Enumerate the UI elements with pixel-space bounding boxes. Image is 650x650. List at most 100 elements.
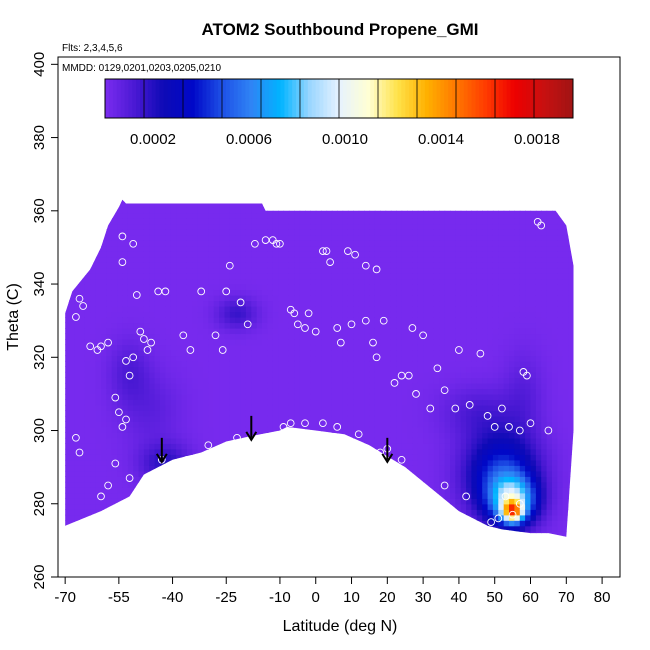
heatmap-cell — [315, 399, 322, 406]
heatmap-cell — [90, 542, 96, 548]
heatmap-cell — [186, 322, 193, 329]
heatmap-cell — [235, 542, 241, 548]
heatmap-cell — [74, 185, 80, 191]
heatmap-cell — [74, 388, 81, 395]
heatmap-cell — [245, 201, 252, 208]
heatmap-cell — [450, 377, 456, 384]
heatmap-cell — [79, 300, 86, 307]
heatmap-cell — [305, 470, 311, 477]
heatmap-cell — [305, 256, 311, 263]
heatmap-cell — [181, 317, 188, 324]
heatmap-cell — [138, 432, 145, 439]
heatmap-cell — [165, 542, 171, 548]
heatmap-cell — [337, 388, 344, 395]
heatmap-cell — [331, 333, 338, 340]
heatmap-cell — [423, 520, 430, 527]
heatmap-cell — [439, 245, 446, 252]
heatmap-cell — [321, 350, 328, 357]
heatmap-cell — [412, 355, 419, 362]
heatmap-cell — [305, 295, 311, 302]
heatmap-cell — [369, 393, 376, 400]
heatmap-cell — [337, 234, 344, 241]
heatmap-cell — [165, 229, 172, 236]
heatmap-cell — [342, 399, 349, 406]
heatmap-cell — [278, 355, 285, 362]
heatmap-cell — [90, 212, 97, 219]
heatmap-cell — [439, 481, 446, 488]
heatmap-cell — [235, 382, 242, 389]
heatmap-cell — [315, 476, 322, 483]
heatmap-cell — [315, 498, 322, 505]
heatmap-cell — [359, 191, 365, 197]
heatmap-cell — [127, 256, 134, 263]
heatmap-cell — [149, 212, 156, 219]
heatmap-cell — [272, 520, 279, 527]
heatmap-cell — [213, 262, 220, 269]
heatmap-cell — [369, 350, 376, 357]
heatmap-cell — [460, 388, 467, 395]
heatmap-cell — [68, 273, 75, 280]
heatmap-cell — [283, 229, 290, 236]
heatmap-cell — [262, 333, 268, 340]
heatmap-cell — [240, 382, 247, 389]
heatmap-cell — [186, 487, 193, 494]
heatmap-cell — [450, 300, 456, 307]
heatmap-cell — [240, 240, 247, 247]
heatmap-cell — [122, 520, 129, 527]
heatmap-cell — [251, 306, 258, 313]
heatmap-cell — [310, 421, 317, 428]
heatmap-cell — [272, 344, 279, 351]
heatmap-cell — [374, 366, 381, 373]
heatmap-cell — [460, 360, 467, 367]
heatmap-cell — [149, 311, 156, 318]
heatmap-cell — [412, 525, 419, 532]
heatmap-cell — [337, 256, 344, 263]
heatmap-cell — [95, 289, 102, 296]
heatmap-cell — [267, 267, 274, 274]
heatmap-cell — [84, 306, 91, 313]
heatmap-cell — [364, 245, 371, 252]
heatmap-cell — [101, 234, 107, 241]
heatmap-cell — [444, 207, 451, 214]
heatmap-cell — [364, 470, 371, 477]
heatmap-cell — [245, 404, 252, 411]
heatmap-cell — [117, 240, 124, 247]
heatmap-cell — [315, 481, 322, 488]
heatmap-cell — [364, 223, 371, 230]
heatmap-cell — [208, 295, 215, 302]
heatmap-cell — [235, 366, 242, 373]
heatmap-cell — [455, 399, 462, 406]
heatmap-cell — [111, 207, 118, 214]
heatmap-cell — [353, 223, 360, 230]
heatmap-cell — [347, 536, 354, 537]
heatmap-cell — [407, 191, 413, 197]
heatmap-cell — [439, 295, 446, 302]
heatmap-cell — [235, 278, 242, 285]
heatmap-cell — [84, 465, 91, 472]
heatmap-cell — [262, 388, 268, 395]
heatmap-cell — [417, 355, 424, 362]
heatmap-cell — [101, 459, 107, 466]
heatmap-cell — [262, 191, 268, 197]
heatmap-cell — [106, 542, 112, 548]
heatmap-cell — [460, 382, 467, 389]
heatmap-cell — [122, 256, 129, 263]
heatmap-cell — [176, 509, 183, 516]
heatmap-cell — [331, 366, 338, 373]
heatmap-cell — [417, 525, 424, 532]
heatmap-cell — [122, 542, 128, 548]
heatmap-cell — [412, 212, 419, 219]
heatmap-cell — [171, 185, 177, 191]
heatmap-cell — [176, 295, 183, 302]
heatmap-cell — [359, 185, 365, 191]
heatmap-cell — [181, 322, 188, 329]
heatmap-cell — [310, 470, 317, 477]
heatmap-cell — [219, 454, 226, 461]
heatmap-cell — [154, 536, 161, 537]
heatmap-cell — [412, 542, 418, 548]
heatmap-cell — [133, 487, 140, 494]
heatmap-cell — [95, 333, 102, 340]
heatmap-cell — [358, 262, 365, 269]
heatmap-cell — [326, 322, 333, 329]
heatmap-cell — [423, 289, 430, 296]
